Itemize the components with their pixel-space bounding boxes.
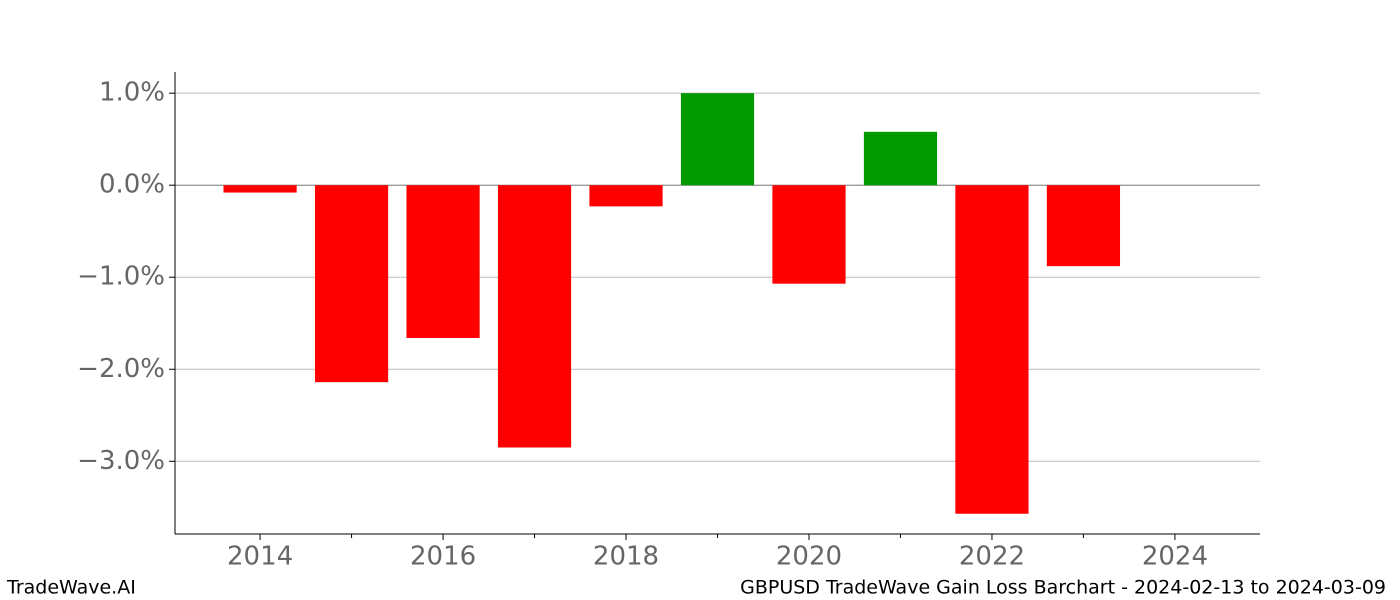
x-tick-label: 2014 [227,542,293,572]
footer-brand: TradeWave.AI [6,577,136,599]
bar [772,185,846,284]
y-tick-label: −1.0% [77,262,165,292]
y-tick-label: −3.0% [77,446,165,476]
y-tick-label: 0.0% [99,170,165,200]
bar [314,185,389,383]
y-tick-label: −2.0% [77,354,165,384]
bar [863,131,938,186]
x-tick-label: 2024 [1142,542,1208,572]
x-tick-label: 2022 [959,542,1025,572]
x-tick-label: 2016 [410,542,476,572]
bar [955,185,1029,514]
y-tick-label: 1.0% [99,78,165,108]
bar [223,185,297,193]
bar [497,185,572,448]
bar [589,185,663,207]
chart-title: GBPUSD TradeWave Gain Loss Barchart - 20… [740,577,1386,599]
bar [680,93,755,186]
x-tick-label: 2020 [776,542,842,572]
bar [1046,185,1121,267]
bar [406,185,480,338]
x-tick-label: 2018 [593,542,659,572]
